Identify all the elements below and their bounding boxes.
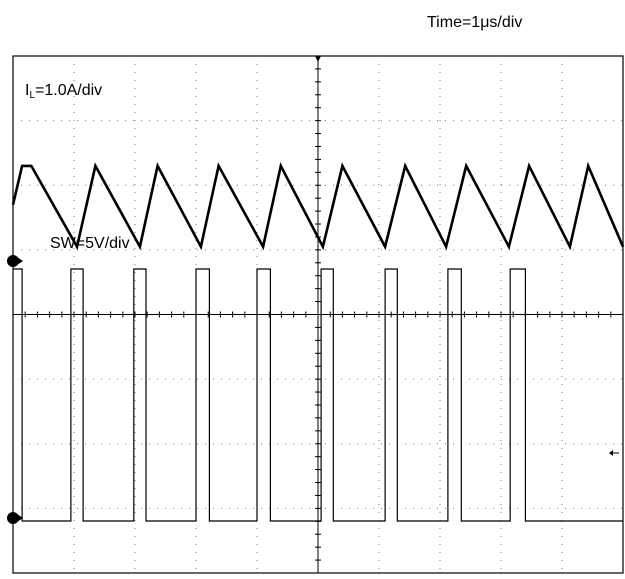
trigger-level-marker [609,450,619,456]
switch-node-voltage-trace [13,268,623,522]
ch1-ground-marker [7,255,23,267]
sw-scale-label: SW=5V/div [50,235,130,252]
inductor-current-trace [11,161,625,251]
ch2-ground-marker [7,512,23,524]
graticule [12,55,624,574]
trigger-position-marker [315,56,321,62]
il-scale-label: IL=1.0A/div [25,82,102,101]
timebase-label: Time=1μs/div [427,14,522,31]
